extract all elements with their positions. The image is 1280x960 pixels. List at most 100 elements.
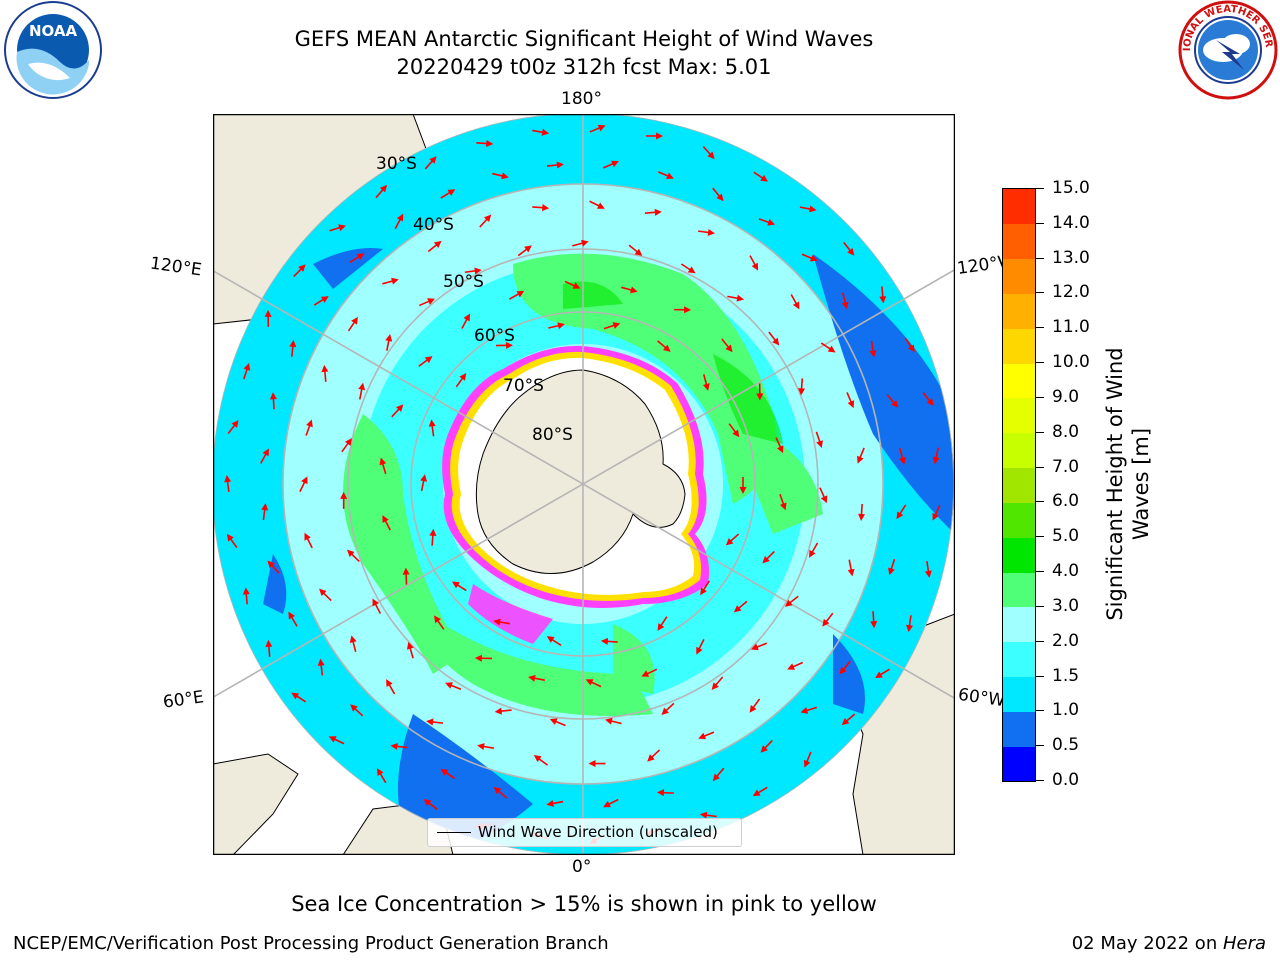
colorbar-segment bbox=[1003, 746, 1035, 782]
wave-arrow-head bbox=[597, 124, 606, 132]
wave-arrow-head bbox=[267, 560, 275, 569]
wave-arrow-head bbox=[654, 208, 662, 216]
wave-arrow-head bbox=[603, 800, 611, 808]
colorbar-tick-label: 11.0 bbox=[1052, 317, 1090, 338]
colorbar-tick bbox=[1036, 257, 1044, 259]
colorbar-tick-label: 2.0 bbox=[1052, 630, 1080, 651]
wave-arrow-head bbox=[390, 742, 398, 750]
wave-arrow-head bbox=[779, 502, 787, 511]
colorbar-title-line1: Significant Height of Wind bbox=[1103, 347, 1127, 621]
wave-arrow-head bbox=[847, 248, 855, 256]
map-legend: Wind Wave Direction (unscaled) bbox=[427, 818, 742, 847]
colorbar-tick bbox=[1036, 745, 1044, 747]
wave-arrow-head bbox=[611, 160, 619, 168]
wave-arrow-head bbox=[776, 445, 784, 454]
wave-arrow-head bbox=[321, 364, 329, 373]
wave-arrow-head bbox=[827, 345, 836, 353]
wave-arrow-head bbox=[841, 717, 850, 726]
legend-line-swatch bbox=[437, 832, 471, 833]
wave-arrow-head bbox=[301, 476, 308, 485]
colorbar-segment bbox=[1003, 293, 1035, 329]
wave-arrow-head bbox=[879, 296, 887, 304]
wave-arrow-head bbox=[712, 773, 720, 782]
colorbar-tick-label: 15.0 bbox=[1052, 178, 1090, 198]
colorbar-tick bbox=[1036, 362, 1044, 364]
wave-arrow-head bbox=[434, 615, 441, 624]
colorbar-tick-label: 10.0 bbox=[1052, 352, 1090, 373]
wave-arrow-head bbox=[451, 581, 460, 589]
wave-arrow-head bbox=[428, 419, 436, 427]
lon-label-bottom: 0° bbox=[572, 857, 592, 877]
wave-arrow-head bbox=[524, 245, 532, 253]
wave-arrow-head bbox=[687, 266, 696, 274]
wave-arrow-head bbox=[581, 239, 589, 247]
colorbar-tick-label: 14.0 bbox=[1052, 212, 1090, 233]
wave-arrow-head bbox=[760, 174, 768, 182]
wave-arrow-head bbox=[320, 296, 329, 303]
wave-arrow-head bbox=[698, 732, 707, 740]
wave-arrow-head bbox=[386, 679, 393, 687]
wave-arrow-head bbox=[739, 487, 747, 494]
wave-arrow-head bbox=[767, 218, 776, 226]
noaa-logo: NOAA bbox=[4, 1, 102, 99]
wave-arrow-head bbox=[306, 419, 313, 428]
wave-arrow-head bbox=[597, 202, 605, 209]
wave-arrow-head bbox=[347, 549, 355, 558]
wave-arrow-head bbox=[542, 204, 550, 212]
wave-arrow-head bbox=[656, 132, 664, 140]
wave-arrow-head bbox=[656, 789, 665, 797]
wave-arrow-head bbox=[317, 658, 325, 666]
wave-arrow-head bbox=[445, 682, 453, 689]
colorbar-segment bbox=[1003, 363, 1035, 399]
wave-arrow-head bbox=[298, 264, 306, 272]
wave-arrow-head bbox=[391, 277, 399, 285]
wave-arrow-head bbox=[875, 671, 883, 679]
wave-arrow-head bbox=[350, 704, 358, 712]
wave-arrow-head bbox=[784, 599, 793, 607]
colorbar-tick-label: 4.0 bbox=[1052, 561, 1080, 582]
chart-title: GEFS MEAN Antarctic Significant Height o… bbox=[294, 27, 874, 51]
colorbar-tick bbox=[1036, 396, 1044, 398]
wave-arrow-head bbox=[707, 151, 715, 160]
wave-arrow-head bbox=[463, 313, 470, 322]
lat-label-60s: 60°S bbox=[474, 326, 515, 346]
wave-arrow-head bbox=[751, 262, 759, 271]
footer-host: Hera bbox=[1222, 933, 1266, 954]
lon-label-lower-right: 60°W bbox=[956, 684, 1007, 712]
wave-arrow-head bbox=[702, 383, 710, 391]
wave-arrow-head bbox=[340, 491, 348, 499]
wave-arrow-head bbox=[588, 760, 596, 768]
colorbar-tick bbox=[1036, 780, 1044, 781]
wave-arrow-head bbox=[291, 692, 300, 700]
wave-arrow-head bbox=[379, 457, 387, 466]
wave-arrow-head bbox=[396, 213, 404, 222]
wave-arrow-head bbox=[358, 382, 366, 391]
wave-arrow-head bbox=[459, 373, 467, 381]
wave-arrow-head bbox=[857, 455, 864, 464]
footer-date: 02 May 2022 on Hera bbox=[1072, 933, 1266, 954]
wave-arrow-head bbox=[716, 193, 724, 202]
colorbar-tick-label: 1.0 bbox=[1052, 700, 1080, 721]
wave-arrow-head bbox=[226, 533, 234, 542]
wave-arrow-head bbox=[752, 789, 761, 797]
polar-map: 30°S 40°S 50°S 60°S 70°S 80°S bbox=[213, 114, 955, 855]
wave-arrow-head bbox=[242, 587, 250, 595]
wave-arrow-head bbox=[288, 611, 295, 620]
wave-arrow-head bbox=[328, 736, 337, 743]
wave-arrow-head bbox=[556, 161, 564, 169]
wave-arrow-head bbox=[732, 429, 740, 438]
wave-arrow-head bbox=[932, 512, 939, 521]
wave-arrow-head bbox=[736, 294, 745, 302]
wave-arrow-head bbox=[792, 301, 800, 310]
wave-arrow-head bbox=[820, 495, 828, 504]
wave-arrow-head bbox=[666, 172, 674, 180]
wave-arrow-head bbox=[647, 754, 655, 762]
wave-arrow-head bbox=[474, 654, 482, 662]
wave-arrow-head bbox=[356, 253, 365, 260]
wave-arrow-head bbox=[809, 254, 818, 262]
colorbar-tick-label: 8.0 bbox=[1052, 421, 1080, 442]
colorbar-tick bbox=[1036, 675, 1044, 677]
colorbar-segment bbox=[1003, 223, 1035, 260]
wave-arrow-head bbox=[772, 337, 780, 346]
wave-arrow-head bbox=[395, 404, 404, 412]
